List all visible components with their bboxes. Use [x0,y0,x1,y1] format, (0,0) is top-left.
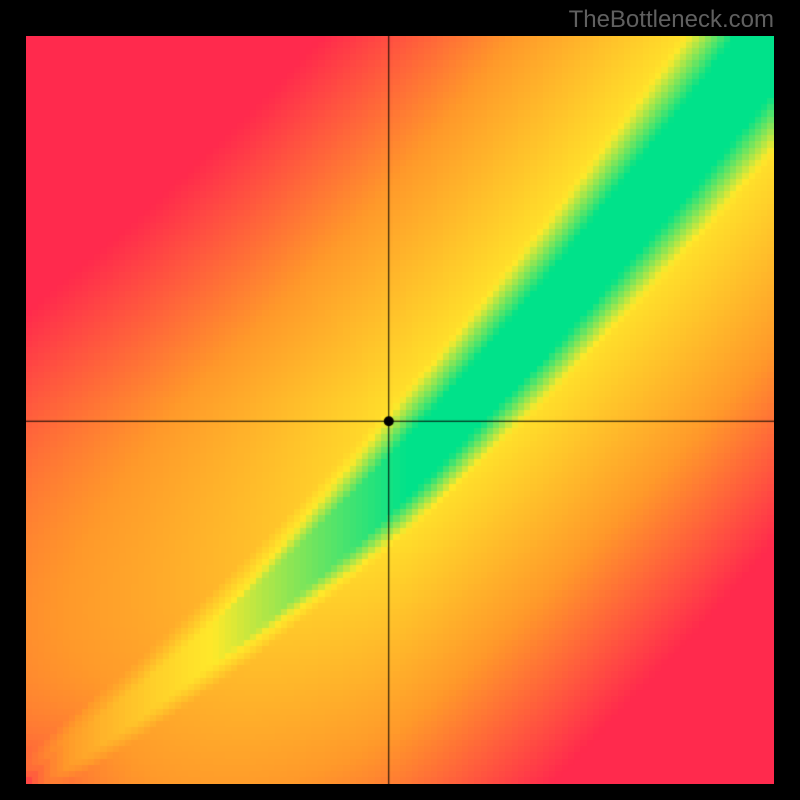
attribution-text: TheBottleneck.com [569,6,774,34]
bottleneck-heatmap [26,36,774,784]
